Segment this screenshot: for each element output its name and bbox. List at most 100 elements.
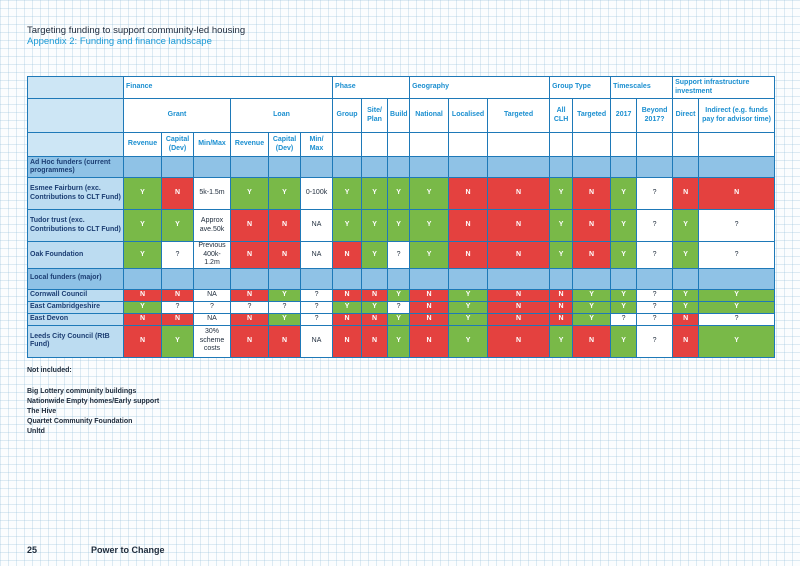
table-cell: ? [387, 241, 411, 269]
table-cell: Y [698, 288, 776, 302]
table-cell: ? [698, 312, 776, 326]
grant-header: Grant [123, 98, 231, 133]
table-row: East Cambridgeshire Y????? Y Y? N Y N N Y Y? Y Y [27, 300, 776, 314]
appendix-subtitle: Appendix 2: Funding and finance landscap… [27, 36, 212, 47]
grant-revenue-header: Revenue [123, 132, 162, 157]
table-cell: Y [387, 288, 411, 302]
note-item: Unltd [27, 428, 45, 435]
table-cell: Y [549, 177, 574, 210]
table-cell: ? [636, 312, 674, 326]
funder-name: Cornwall Council [27, 288, 124, 302]
table-cell: N [487, 312, 551, 326]
table-cell: 5k-1.5m [193, 177, 231, 210]
table-cell: N [123, 312, 162, 326]
build-header: Build [387, 98, 411, 133]
table-cell: Y [610, 300, 638, 314]
table-cell: ? [636, 209, 674, 242]
table-cell: N [409, 324, 450, 358]
table-cell: Y [123, 241, 162, 269]
table-cell: N [549, 312, 574, 326]
table-cell: Y [409, 177, 450, 210]
table-cell: 30% scheme costs [193, 324, 231, 358]
funder-name: Oak Foundation [27, 241, 124, 269]
direct-header: Direct [672, 98, 700, 133]
table-cell: Y [387, 312, 411, 326]
table-cell: Y [448, 324, 489, 358]
table-cell: N [572, 241, 612, 269]
funder-name: Esmee Fairburn (exc. Contributions to CL… [27, 177, 124, 210]
table-cell: Y [161, 324, 194, 358]
table-cell: Y [610, 177, 638, 210]
table-cell: N [672, 312, 700, 326]
table-cell: Y [698, 300, 776, 314]
table-cell: Y [672, 209, 700, 242]
table-cell: ? [636, 288, 674, 302]
table-cell: ? [387, 300, 411, 314]
table-cell: N [332, 241, 363, 269]
section-row: Ad Hoc funders (current programmes) [27, 156, 776, 178]
table-cell: ? [268, 300, 301, 314]
grant-minmax-header: Min/Max [193, 132, 231, 157]
table-cell: N [572, 324, 612, 358]
national-header: National [409, 98, 450, 133]
table-cell: Y [332, 209, 363, 242]
targeted-geo-header: Targeted [487, 98, 551, 133]
table-cell: N [361, 312, 389, 326]
timescales-header: Timescales [610, 76, 674, 99]
section-label: Local funders (major) [27, 267, 124, 290]
table-cell: Y [549, 324, 574, 358]
section-row: Local funders (major) [27, 267, 776, 290]
table-cell: ? [698, 209, 776, 242]
table-cell: Y [409, 209, 450, 242]
table-cell: Y [332, 300, 363, 314]
table-cell: N [361, 324, 389, 358]
table-cell: N [409, 312, 450, 326]
table-cell: Previous 400k-1.2m [193, 241, 231, 269]
loan-capital-header: Capital (Dev) [268, 132, 301, 157]
table-cell: ? [299, 300, 334, 314]
table-cell: Y [448, 288, 489, 302]
table-row: East Devon N N NA N Y? N N Y N Y N N Y?? N? [27, 312, 776, 326]
table-cell: Y [123, 209, 162, 242]
table-cell: Y [268, 177, 301, 210]
table-cell: N [230, 312, 269, 326]
table-cell: Y [572, 312, 612, 326]
table-cell: N [448, 209, 489, 242]
table-cell: N [230, 241, 269, 269]
table-cell: ? [698, 241, 776, 269]
table-cell: ? [161, 241, 194, 269]
table-cell: N [268, 209, 301, 242]
table-cell: Y [361, 209, 389, 242]
table-row: Leeds City Council (RtB Fund) N Y 30% schem… [27, 324, 776, 358]
table-cell: NA [299, 241, 334, 269]
table-cell: Y [161, 209, 194, 242]
table-cell: N [161, 312, 194, 326]
table-cell: N [487, 177, 551, 210]
table-cell: ? [299, 288, 334, 302]
table-row: Cornwall Council N N NA N Y? N N Y N Y N N Y Y? Y Y [27, 288, 776, 302]
table-cell: N [332, 324, 363, 358]
table-cell: Y [672, 300, 700, 314]
table-cell: Y [332, 177, 363, 210]
table-cell: Y [268, 312, 301, 326]
table-cell: N [230, 288, 269, 302]
phase-header: Phase [332, 76, 411, 99]
finance-header: Finance [122, 76, 334, 99]
table-cell: ? [193, 300, 231, 314]
table-cell: Y [409, 241, 450, 269]
table-cell: Y [448, 300, 489, 314]
table-cell: N [230, 209, 269, 242]
table-cell: N [123, 324, 162, 358]
table-row: Oak Foundation Y? Previous 400k-1.2m N N NA N Y… [27, 241, 776, 269]
table-cell: N [409, 300, 450, 314]
table-cell: NA [299, 324, 334, 358]
note-item: Nationwide Empty homes/Early support [27, 398, 160, 405]
notes-heading: Not included: [27, 367, 72, 374]
table-cell: ? [636, 177, 674, 210]
table-cell: Y [387, 324, 411, 358]
table-cell: N [332, 312, 363, 326]
section-label: Ad Hoc funders (current programmes) [27, 156, 124, 178]
table-cell: Y [268, 288, 301, 302]
loan-revenue-header: Revenue [230, 132, 269, 157]
corner-cell [27, 76, 124, 99]
